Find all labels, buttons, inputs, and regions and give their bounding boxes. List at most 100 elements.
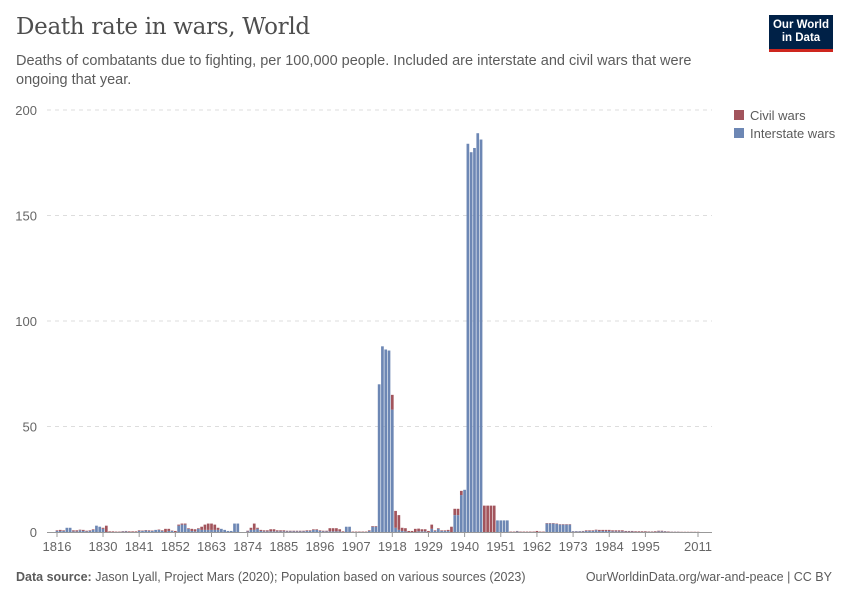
- bar-civil: [315, 529, 319, 530]
- bar-civil: [617, 530, 621, 532]
- bar-civil: [55, 530, 59, 531]
- bar-interstate: [466, 143, 470, 532]
- bar-civil: [259, 529, 263, 531]
- bar-interstate: [584, 530, 588, 532]
- bar-interstate: [588, 530, 591, 532]
- bar-civil: [180, 523, 184, 525]
- bar-interstate: [65, 527, 69, 532]
- bar-interstate: [305, 530, 309, 532]
- x-tick-label: 1830: [89, 539, 118, 554]
- bar-interstate: [167, 530, 171, 532]
- bar-civil: [302, 530, 305, 532]
- bar-interstate: [545, 523, 549, 532]
- bar-civil: [588, 530, 591, 531]
- legend-swatch-civil: [734, 110, 744, 120]
- bar-interstate: [473, 147, 476, 533]
- bar-civil: [101, 527, 105, 529]
- bar-civil: [535, 530, 539, 532]
- bar-civil: [427, 530, 430, 532]
- bar-civil: [134, 531, 138, 532]
- bar-interstate: [272, 531, 276, 532]
- bar-civil: [653, 531, 657, 532]
- bar-civil: [341, 531, 345, 532]
- bar-civil: [594, 529, 598, 531]
- owid-logo[interactable]: Our World in Data: [769, 15, 833, 52]
- bar-interstate: [578, 531, 582, 532]
- bar-interstate: [390, 409, 394, 532]
- bar-civil: [621, 530, 624, 532]
- bar-interstate: [338, 531, 342, 532]
- bar-interstate: [170, 530, 174, 532]
- bar-civil: [177, 524, 180, 526]
- bar-interstate: [400, 530, 404, 532]
- bar-interstate: [147, 530, 151, 532]
- bar-interstate: [515, 531, 519, 532]
- bar-interstate: [157, 529, 161, 532]
- bar-interstate: [137, 530, 141, 532]
- bar-interstate: [604, 530, 608, 532]
- bar-civil: [127, 531, 131, 532]
- bar-civil: [328, 528, 332, 532]
- bar-civil: [216, 527, 220, 530]
- chart-subtitle: Deaths of combatants due to fighting, pe…: [16, 53, 692, 88]
- bar-interstate: [505, 520, 509, 532]
- bar-interstate: [144, 530, 148, 532]
- bar-interstate: [594, 530, 598, 532]
- bar-interstate: [289, 531, 292, 532]
- bar-interstate: [154, 529, 157, 532]
- bar-interstate: [203, 529, 207, 532]
- bar-interstate: [246, 531, 250, 532]
- bar-interstate: [236, 523, 240, 532]
- legend-item-interstate[interactable]: Interstate wars: [734, 124, 835, 142]
- bar-civil: [644, 531, 647, 532]
- bar-interstate: [381, 346, 384, 532]
- bar-civil: [187, 528, 190, 529]
- bar-civil: [611, 530, 614, 532]
- bar-interstate: [216, 529, 220, 532]
- bar-interstate: [318, 530, 322, 532]
- bar-interstate: [197, 528, 200, 532]
- bar-interstate: [206, 529, 210, 532]
- bar-interstate: [269, 531, 273, 532]
- x-tick-label: 1951: [486, 539, 515, 554]
- y-tick-label: 50: [23, 420, 37, 435]
- bar-interstate: [561, 524, 565, 532]
- bar-interstate: [328, 531, 332, 532]
- bar-interstate: [295, 531, 299, 532]
- bar-civil: [433, 530, 437, 531]
- bar-civil: [88, 530, 92, 531]
- bar-interstate: [387, 350, 391, 532]
- legend-item-civil[interactable]: Civil wars: [734, 106, 835, 124]
- bar-civil: [252, 523, 256, 530]
- bar-civil: [289, 530, 292, 532]
- bar-interstate: [95, 525, 98, 532]
- bar-civil: [183, 523, 187, 525]
- bar-civil: [640, 531, 644, 532]
- legend-label-interstate: Interstate wars: [750, 125, 836, 141]
- bar-interstate: [614, 531, 618, 532]
- bar-civil: [325, 530, 328, 532]
- bar-civil: [338, 529, 342, 532]
- bar-interstate: [456, 515, 460, 532]
- bar-civil: [591, 530, 595, 531]
- bar-civil: [420, 529, 424, 532]
- bar-civil: [285, 530, 289, 532]
- bar-interstate: [91, 529, 95, 532]
- bar-interstate: [384, 349, 388, 532]
- bar-interstate: [476, 133, 480, 532]
- data-source: Data source: Jason Lyall, Project Mars (…: [16, 570, 526, 584]
- bar-interstate: [262, 531, 266, 532]
- x-tick-label: 1885: [269, 539, 298, 554]
- x-tick-label: 1973: [559, 539, 588, 554]
- bar-interstate: [193, 531, 197, 532]
- bar-interstate: [226, 530, 230, 532]
- source-link[interactable]: OurWorldinData.org/war-and-peace | CC BY: [585, 570, 832, 584]
- bar-civil: [108, 531, 111, 532]
- bar-interstate: [223, 529, 226, 532]
- x-tick-label: 1816: [43, 539, 72, 554]
- bar-interstate: [601, 530, 605, 532]
- bar-civil: [197, 528, 200, 529]
- bar-civil: [85, 530, 88, 532]
- bar-interstate: [344, 526, 348, 532]
- bar-civil: [193, 529, 197, 532]
